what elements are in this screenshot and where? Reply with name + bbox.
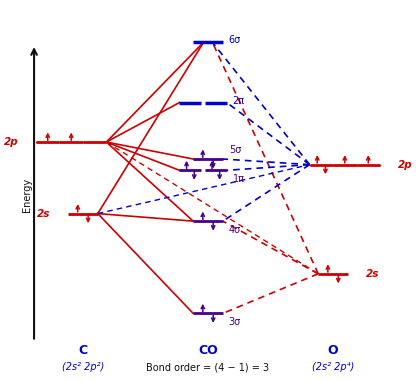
Text: CO: CO: [198, 345, 218, 358]
Text: 2s: 2s: [366, 269, 379, 279]
Text: 2s: 2s: [37, 209, 50, 219]
Text: O: O: [328, 345, 338, 358]
Text: 2p: 2p: [4, 137, 18, 147]
Text: 2p: 2p: [398, 160, 412, 170]
Text: 1π: 1π: [233, 174, 245, 184]
Text: 5σ: 5σ: [229, 145, 241, 155]
Text: Energy: Energy: [22, 178, 32, 212]
Text: (2s² 2p²): (2s² 2p²): [62, 362, 104, 372]
Text: 2π: 2π: [233, 96, 245, 106]
Text: 6σ: 6σ: [229, 36, 241, 45]
Text: 3σ: 3σ: [229, 317, 241, 327]
Text: 4σ: 4σ: [229, 225, 241, 235]
Text: Bond order = (4 − 1) = 3: Bond order = (4 − 1) = 3: [146, 362, 270, 372]
Text: (2s² 2p⁴): (2s² 2p⁴): [312, 362, 354, 372]
Text: C: C: [78, 345, 87, 358]
